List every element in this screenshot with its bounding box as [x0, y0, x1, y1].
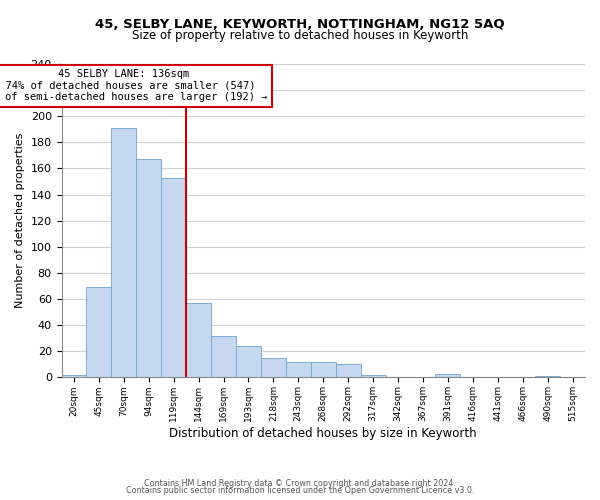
- Bar: [236, 346, 261, 378]
- Bar: [311, 362, 336, 378]
- Bar: [86, 288, 112, 378]
- Bar: [361, 375, 386, 378]
- Text: Contains public sector information licensed under the Open Government Licence v3: Contains public sector information licen…: [126, 486, 474, 495]
- Y-axis label: Number of detached properties: Number of detached properties: [15, 133, 25, 308]
- Bar: [286, 362, 311, 378]
- Bar: [535, 376, 560, 378]
- Text: Contains HM Land Registry data © Crown copyright and database right 2024.: Contains HM Land Registry data © Crown c…: [144, 478, 456, 488]
- Text: 45, SELBY LANE, KEYWORTH, NOTTINGHAM, NG12 5AQ: 45, SELBY LANE, KEYWORTH, NOTTINGHAM, NG…: [95, 18, 505, 30]
- Bar: [62, 375, 86, 378]
- Text: Size of property relative to detached houses in Keyworth: Size of property relative to detached ho…: [132, 29, 468, 42]
- Bar: [161, 178, 186, 378]
- X-axis label: Distribution of detached houses by size in Keyworth: Distribution of detached houses by size …: [169, 427, 477, 440]
- Text: 45 SELBY LANE: 136sqm
← 74% of detached houses are smaller (547)
26% of semi-det: 45 SELBY LANE: 136sqm ← 74% of detached …: [0, 69, 268, 102]
- Bar: [136, 160, 161, 378]
- Bar: [112, 128, 136, 378]
- Bar: [436, 374, 460, 378]
- Bar: [261, 358, 286, 378]
- Bar: [186, 303, 211, 378]
- Bar: [336, 364, 361, 378]
- Bar: [211, 336, 236, 378]
